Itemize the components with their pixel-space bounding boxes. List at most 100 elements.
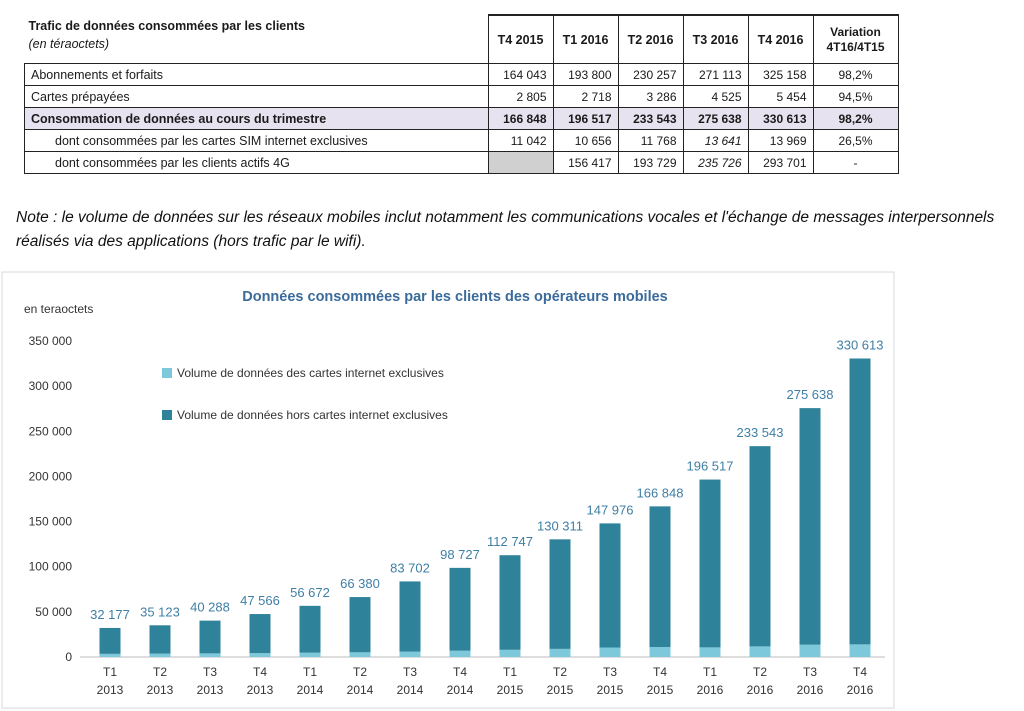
x-tick-label-year: 2013 xyxy=(97,683,124,697)
bar-segment-other xyxy=(799,408,821,645)
bar-segment-other xyxy=(749,446,771,647)
table-cell: 196 517 xyxy=(552,107,619,130)
x-tick-label-year: 2015 xyxy=(547,683,574,697)
bar-segment-other xyxy=(499,555,521,650)
data-label: 275 638 xyxy=(787,387,834,402)
x-tick-label-year: 2014 xyxy=(347,683,374,697)
column-header: T1 2016 xyxy=(552,14,619,64)
table-cell: 293 701 xyxy=(747,151,814,174)
variation-cell: - xyxy=(812,151,899,174)
x-tick-label-year: 2015 xyxy=(597,683,624,697)
data-table: Trafic de données consommées par les cli… xyxy=(24,14,899,174)
y-tick-label: 150 000 xyxy=(29,515,73,529)
column-header: T4 2016 xyxy=(747,14,814,64)
table-unit: (en téraoctets) xyxy=(28,37,110,51)
x-tick-label-year: 2014 xyxy=(447,683,474,697)
table-row: Cartes prépayées 2 805 2 718 3 286 4 525… xyxy=(24,85,899,108)
x-tick-label-year: 2013 xyxy=(247,683,274,697)
x-tick-label-year: 2014 xyxy=(397,683,424,697)
data-label: 47 566 xyxy=(240,593,280,608)
bar-segment-other xyxy=(449,567,471,651)
x-tick-label-year: 2014 xyxy=(297,683,324,697)
bar-segment-exclusive xyxy=(449,650,471,657)
table-cell: 325 158 xyxy=(747,63,814,86)
y-tick-label: 300 000 xyxy=(29,379,73,393)
table-cell: 275 638 xyxy=(682,107,749,130)
x-tick-label-quarter: T1 xyxy=(303,665,317,679)
table-cell: 5 454 xyxy=(747,85,814,108)
bar-segment-exclusive xyxy=(399,651,421,657)
bar-segment-other xyxy=(199,620,221,654)
x-tick-label-quarter: T1 xyxy=(103,665,117,679)
bar-segment-exclusive xyxy=(299,652,321,657)
table-cell: 13 969 xyxy=(747,129,814,152)
data-label: 32 177 xyxy=(90,607,130,622)
table-cell: 271 113 xyxy=(682,63,749,86)
chart-frame xyxy=(1,271,895,709)
legend: Volume de données des cartes internet ex… xyxy=(162,366,448,422)
table-cell: 330 613 xyxy=(747,107,814,130)
bar-segment-exclusive xyxy=(599,647,621,657)
table-title: Trafic de données consommées par les cli… xyxy=(28,19,306,33)
bar-segment-exclusive xyxy=(699,647,721,657)
table-cell: 166 848 xyxy=(487,107,554,130)
bar-segment-exclusive xyxy=(199,653,221,657)
row-label: Cartes prépayées xyxy=(24,85,489,108)
data-label: 112 747 xyxy=(487,534,533,549)
table-cell: 11 042 xyxy=(487,129,554,152)
x-tick-label-quarter: T2 xyxy=(553,665,567,679)
bar-segment-exclusive xyxy=(149,653,171,657)
y-tick-label: 200 000 xyxy=(29,469,73,483)
legend-swatch xyxy=(162,410,172,420)
x-tick-label-year: 2016 xyxy=(847,683,874,697)
legend-label: Volume de données hors cartes internet e… xyxy=(177,408,448,422)
table-cell: 233 543 xyxy=(617,107,684,130)
x-tick-label-year: 2016 xyxy=(697,683,724,697)
data-label: 40 288 xyxy=(190,600,230,615)
table-row: Abonnements et forfaits 164 043 193 800 … xyxy=(24,63,899,86)
table-row: dont consommées par les clients actifs 4… xyxy=(24,151,899,174)
y-tick-label: 0 xyxy=(65,650,72,664)
table-cell: 3 286 xyxy=(617,85,684,108)
bar-segment-other xyxy=(549,539,571,649)
bar-segment-other xyxy=(149,625,171,654)
data-label: 56 672 xyxy=(290,585,330,600)
table-cell: 193 800 xyxy=(552,63,619,86)
bar-segment-exclusive xyxy=(749,646,771,657)
table-row: dont consommées par les cartes SIM inter… xyxy=(24,129,899,152)
bar-segment-exclusive xyxy=(849,644,871,657)
table-cell: 4 525 xyxy=(682,85,749,108)
variation-header: Variation 4T16/4T15 xyxy=(812,14,899,64)
table-cell: 10 656 xyxy=(552,129,619,152)
data-label: 196 517 xyxy=(687,459,734,474)
row-label: dont consommées par les cartes SIM inter… xyxy=(24,129,489,152)
table-header-row: Trafic de données consommées par les cli… xyxy=(24,14,899,64)
bar-segment-exclusive xyxy=(549,648,571,657)
table-cell: 230 257 xyxy=(617,63,684,86)
bar-segment-exclusive xyxy=(649,647,671,657)
data-label: 35 123 xyxy=(140,604,180,619)
table-cell: 156 417 xyxy=(552,151,619,174)
variation-cell: 26,5% xyxy=(812,129,899,152)
y-tick-label: 250 000 xyxy=(29,424,73,438)
x-tick-label-year: 2015 xyxy=(647,683,674,697)
bar-chart: Données consommées par les clients des o… xyxy=(1,271,895,709)
data-label: 83 702 xyxy=(390,560,430,575)
row-label: dont consommées par les clients actifs 4… xyxy=(24,151,489,174)
bar-segment-other xyxy=(299,605,321,653)
column-header: T3 2016 xyxy=(682,14,749,64)
y-tick-label: 50 000 xyxy=(35,605,72,619)
table-title-cell: Trafic de données consommées par les cli… xyxy=(24,15,488,64)
data-label: 147 976 xyxy=(587,502,634,517)
table-cell: 11 768 xyxy=(617,129,684,152)
bar-segment-exclusive xyxy=(349,652,371,657)
bar-segment-other xyxy=(249,614,271,654)
bar-segment-exclusive xyxy=(249,653,271,657)
y-tick-label: 350 000 xyxy=(29,334,73,348)
x-tick-label-quarter: T1 xyxy=(703,665,717,679)
x-axis: T1 2013 T2 2013 T3 2013 T4 2013 T1 2014 T2 2014 T3 20… xyxy=(97,665,874,697)
x-tick-label-quarter: T3 xyxy=(403,665,417,679)
x-tick-label-quarter: T3 xyxy=(803,665,817,679)
x-tick-label-quarter: T3 xyxy=(603,665,617,679)
x-tick-label-quarter: T2 xyxy=(753,665,767,679)
